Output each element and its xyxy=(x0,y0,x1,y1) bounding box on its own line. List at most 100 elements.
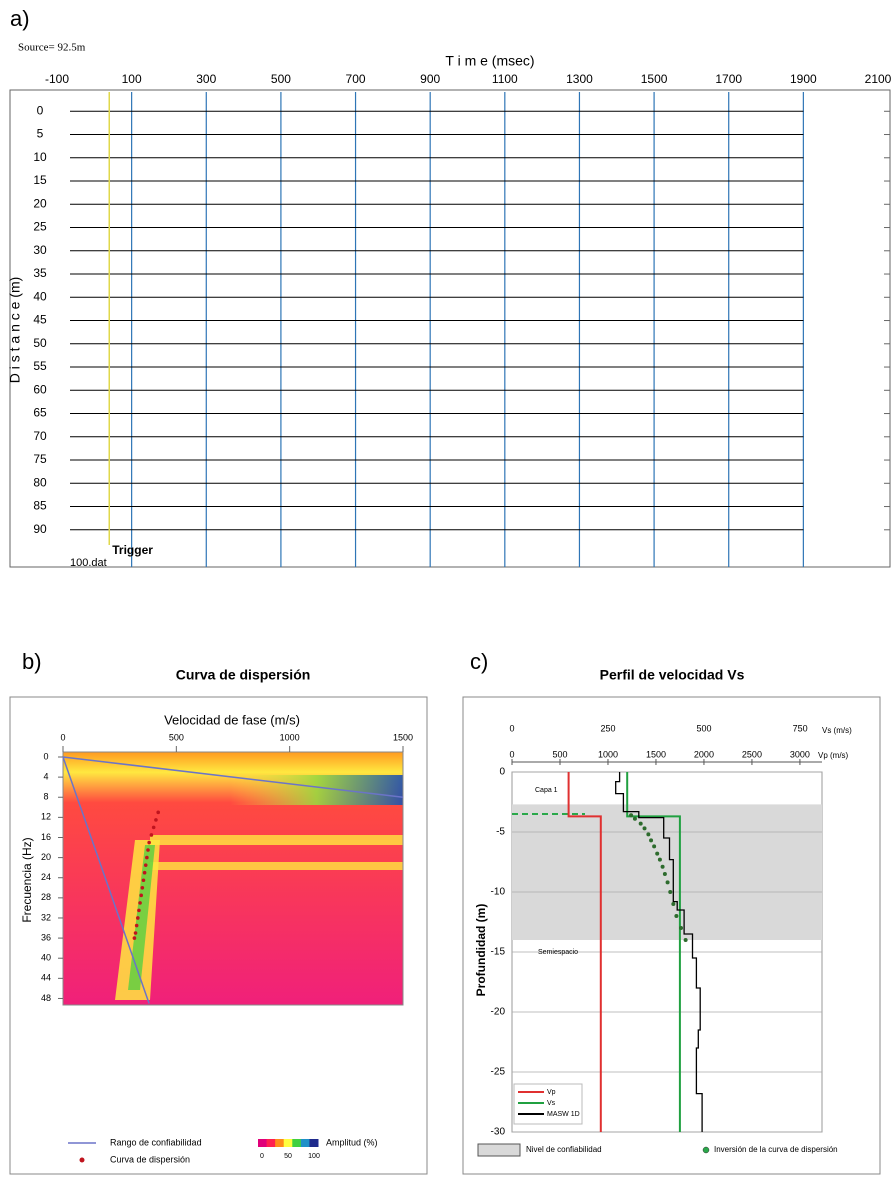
colorbar-swatch xyxy=(309,1139,319,1147)
y-tick-label: -15 xyxy=(491,947,506,958)
y-tick-label: 0 xyxy=(499,767,505,778)
velocity-line xyxy=(626,772,681,1132)
colorbar-swatch xyxy=(300,1139,310,1147)
x-tick-label: 700 xyxy=(346,72,366,86)
dispersion-point xyxy=(141,878,146,883)
colorbar-swatch xyxy=(275,1139,285,1147)
y-tick-label: 55 xyxy=(33,359,47,373)
y-tick-label: 40 xyxy=(33,289,47,303)
colorbar-tick-label: 0 xyxy=(260,1153,264,1160)
annotation: Semiespacio xyxy=(538,949,578,956)
y-tick-label: 32 xyxy=(41,912,51,922)
y-tick-label: 10 xyxy=(33,150,47,164)
inversion-point xyxy=(668,890,673,894)
legend-label: MASW 1D xyxy=(547,1111,580,1118)
y-tick-label: 80 xyxy=(33,475,47,489)
x2-tick-label: 1000 xyxy=(598,749,618,759)
dispersion-point xyxy=(146,848,150,852)
y-tick-label: 44 xyxy=(41,973,51,983)
y-tick-label: 40 xyxy=(41,953,51,963)
inversion-point xyxy=(649,838,654,843)
legend-label: Inversión de la curva de dispersión xyxy=(714,1145,838,1154)
x-tick-label: 1500 xyxy=(393,732,413,742)
x-axis-title: Velocidad de fase (m/s) xyxy=(164,712,300,727)
legend-label: Vs xyxy=(547,1100,556,1107)
dispersion-point xyxy=(140,885,145,890)
y-tick-label: 30 xyxy=(33,243,47,257)
dispersion-point xyxy=(143,863,148,867)
dispersion-point xyxy=(134,923,139,928)
inversion-point xyxy=(660,864,665,869)
colorbar-tick-label: 100 xyxy=(308,1153,320,1160)
x-tick-label: 500 xyxy=(169,732,184,742)
inversion-point xyxy=(665,880,670,885)
heatmap-ridge xyxy=(128,845,155,990)
colorbar-tick-label: 50 xyxy=(284,1153,292,1160)
y-tick-label: 35 xyxy=(33,266,47,280)
legend-symbol xyxy=(79,1157,85,1163)
inversion-point xyxy=(683,938,688,942)
inversion-point xyxy=(642,826,647,831)
x-tick-label: 100 xyxy=(122,72,142,86)
dispersion-point xyxy=(156,810,160,815)
y-tick-label: 65 xyxy=(33,406,47,420)
y-tick-label: 24 xyxy=(41,872,51,882)
x-tick-label: 2100 xyxy=(865,72,892,86)
x-tick-label: 1000 xyxy=(280,732,300,742)
inversion-point xyxy=(674,914,679,918)
dispersion-point xyxy=(133,931,138,935)
y-tick-label: 90 xyxy=(33,522,47,536)
y-tick-label: 36 xyxy=(41,932,51,942)
dispersion-point xyxy=(137,908,141,913)
inversion-point xyxy=(652,844,657,849)
inversion-point xyxy=(679,926,684,930)
x-tick-label: 300 xyxy=(196,72,216,86)
colorbar-swatch xyxy=(258,1139,268,1147)
y-tick-label: 0 xyxy=(37,103,44,117)
inversion-point xyxy=(662,872,667,876)
x2-tick-label: 1500 xyxy=(646,749,666,759)
legend-label: Curva de dispersión xyxy=(110,1154,190,1164)
legend-label: Nivel de confiabilidad xyxy=(526,1145,602,1154)
x-tick-label: 0 xyxy=(60,732,65,742)
colorbar-swatch xyxy=(292,1139,302,1147)
x2-tick-label: 500 xyxy=(552,749,567,759)
dispersion-point xyxy=(139,893,143,898)
y-tick-label: 12 xyxy=(41,812,51,822)
x-tick-label: 1900 xyxy=(790,72,817,86)
inversion-point xyxy=(655,851,660,856)
heatmap-image xyxy=(62,751,404,1006)
colorbar-swatch xyxy=(266,1139,276,1147)
panel-label: a) xyxy=(10,6,30,31)
y-tick-label: -10 xyxy=(491,887,506,898)
x2-tick-label: 2500 xyxy=(742,749,762,759)
legend-symbol xyxy=(702,1146,710,1154)
velocity-line xyxy=(615,772,703,1132)
panel-label: b) xyxy=(22,649,42,674)
inversion-point xyxy=(657,857,662,862)
x-tick-label: 0 xyxy=(509,723,514,733)
x-axis-title: Vs (m/s) xyxy=(822,726,852,735)
y-axis-title: D i s t a n c e (m) xyxy=(7,277,23,384)
panel-label: c) xyxy=(470,649,488,674)
colorbar-label: Amplitud (%) xyxy=(326,1137,378,1147)
legend-label: Rango de confiabilidad xyxy=(110,1137,202,1147)
x-tick-label: 750 xyxy=(793,723,808,733)
y-tick-label: 75 xyxy=(33,452,47,466)
heatmap-band xyxy=(150,835,403,845)
dispersion-point xyxy=(147,840,151,845)
legend-symbol xyxy=(477,1143,521,1157)
x2-tick-label: 3000 xyxy=(790,749,810,759)
y-axis-title: Frecuencia (Hz) xyxy=(20,837,34,922)
y-tick-label: 60 xyxy=(33,382,47,396)
y-tick-label: 4 xyxy=(43,771,48,781)
dispersion-point xyxy=(149,833,154,837)
x-tick-label: 250 xyxy=(601,723,616,733)
x-tick-label: -100 xyxy=(45,72,69,86)
legend-box xyxy=(513,1083,583,1125)
inversion-point xyxy=(671,902,676,906)
inversion-point xyxy=(632,816,637,821)
y-tick-label: 20 xyxy=(41,852,51,862)
y-tick-label: 45 xyxy=(33,313,47,327)
